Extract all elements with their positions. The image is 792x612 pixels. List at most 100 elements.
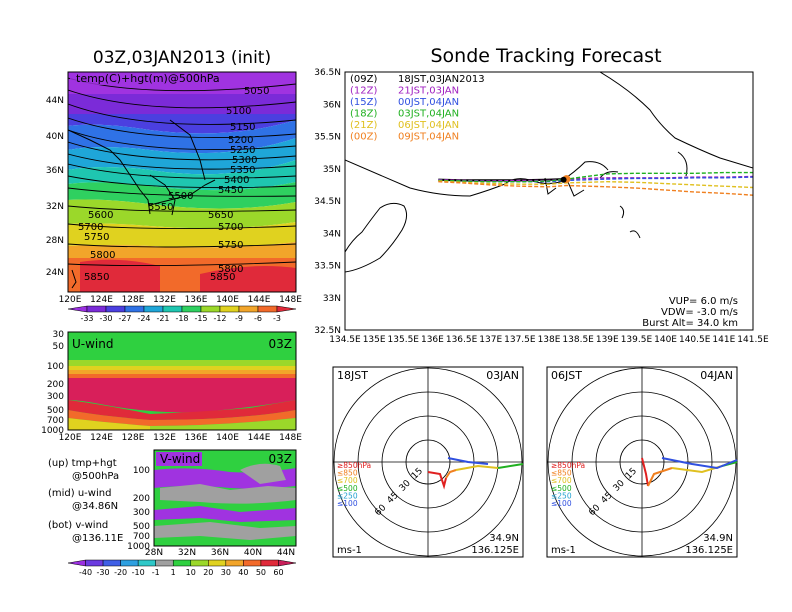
colorbar-swatch [162,305,183,313]
lon-tick: 135E [363,335,386,345]
contour-label: 5450 [218,185,243,196]
colorbar-swatch [85,559,104,567]
legend-text: 21JST,03JAN [398,86,459,97]
colorbar-swatch [208,559,227,567]
left-map-frame [67,71,297,293]
colorbar-swatch [200,305,221,313]
vwind-lat-ticks: 28N 32N 36N 40N 44N [145,548,295,558]
contour-label: 5550 [148,202,173,213]
colorbar-swatch [137,559,156,567]
hodograph-unit: ms-1 [337,545,362,556]
left-lat-ticks: 24N 28N 32N 36N 40N 44N [46,96,64,278]
contour-label: 5500 [168,191,193,202]
pressure-tick: 50 [53,342,65,352]
legend-note-line: (bot) v-wind [48,520,108,531]
colorbar-swatch [260,559,279,567]
hodograph-lat: 34.9N [703,533,733,544]
hodograph-level: ≤700 [551,476,572,485]
colorbar-swatch [67,559,86,567]
lon-tick: 141E [712,335,735,345]
track-map [345,72,753,273]
legend-notes: (up) tmp+hgt @500hPa (mid) u-wind @34.86N (b… [48,458,123,544]
colorbar-label: 60 [273,568,283,577]
lon-tick: 141.5E [737,335,769,345]
pressure-tick: 30 [53,330,65,340]
track-legend: (09Z) 18JST,03JAN2013 (12Z) 21JST,03JAN (15Z… [350,74,485,143]
right-panel-title: Sonde Tracking Forecast [430,45,661,67]
lon-tick: 144E [248,433,271,443]
lon-tick: 136E [421,335,444,345]
colorbar-label: 30 [221,568,231,577]
lon-tick: 120E [59,433,82,443]
contour-label: 5200 [228,135,253,146]
colorbar-label: 50 [256,568,266,577]
colorbar-swatch [276,305,297,313]
colorbar-label: 20 [203,568,213,577]
lon-tick: 139.5E [621,335,653,345]
lon-tick: 134.5E [329,335,361,345]
lon-tick: 132E [153,433,176,443]
colorbar-swatch [120,559,139,567]
left-panel-title: 03Z,03JAN2013 (init) [93,48,271,68]
hodograph-level: ≥850hPa [337,461,371,470]
legend-note-line: @34.86N [72,501,118,512]
colorbar-label: -30 [99,314,112,323]
left-map-label: temp(C)+hgt(m)@500hPa [76,72,220,85]
pressure-tick: 500 [47,406,64,416]
vwind-frame [153,449,297,547]
colorbar-swatch [155,559,174,567]
colorbar-label: -21 [156,314,169,323]
lon-tick: 128E [122,295,145,305]
hodograph-level: ≤100 [551,499,572,508]
colorbar-label: -27 [118,314,131,323]
lat-tick: 28N [46,236,64,246]
lat-tick: 36N [323,100,341,110]
colorbar-swatch [257,305,278,313]
track-line-5 [438,181,753,196]
hodograph-level: ≤700 [337,476,358,485]
track-lines [438,171,753,196]
colorbar-swatch [67,305,88,313]
lon-tick: 140E [654,335,677,345]
hodograph-date: 03JAN [486,369,519,382]
colorbar-swatch [238,305,259,313]
hodograph-level: ≤100 [337,499,358,508]
hodograph-lon: 136.125E [471,545,519,556]
colorbar-swatch [86,305,107,313]
lon-tick: 137.5E [504,335,536,345]
lat-tick: 40N [46,132,64,142]
hodograph-lon: 136.125E [685,545,733,556]
hodograph-level: ≤850 [337,469,358,478]
legend-tag: (12Z) [350,86,377,97]
lon-tick: 132E [153,295,176,305]
contour-label: 5350 [230,165,255,176]
pressure-tick: 100 [133,466,150,476]
colorbar-label: -33 [80,314,93,323]
contour-label: 5700 [218,222,243,233]
hodograph-curve [445,469,457,479]
colorbar-swatch [124,305,145,313]
lon-tick: 128E [122,433,145,443]
lat-tick: 35.5N [314,133,341,143]
lon-tick: 138.5E [562,335,594,345]
lat-tick: 32N [178,548,196,558]
colorbar-label: -12 [213,314,226,323]
hodograph-date: 04JAN [700,369,733,382]
pressure-tick: 300 [47,392,64,402]
lat-tick: 35N [323,165,341,175]
legend-text: 00JST,04JAN [398,97,459,108]
lat-tick: 33N [323,294,341,304]
lon-tick: 136E [185,433,208,443]
contour-label: 5600 [88,210,113,221]
lat-tick: 34.5N [314,197,341,207]
wind-colorbar: -40 -30 -20 -10 -1 1 10 20 30 40 50 60 [67,559,297,577]
lat-tick: 28N [145,548,163,558]
contour-label: 5300 [232,155,257,166]
legend-tag: (09Z) [350,74,377,85]
lon-tick: 124E [90,433,113,443]
legend-note-line: @136.11E [72,533,123,544]
colorbar-label: -6 [254,314,262,323]
